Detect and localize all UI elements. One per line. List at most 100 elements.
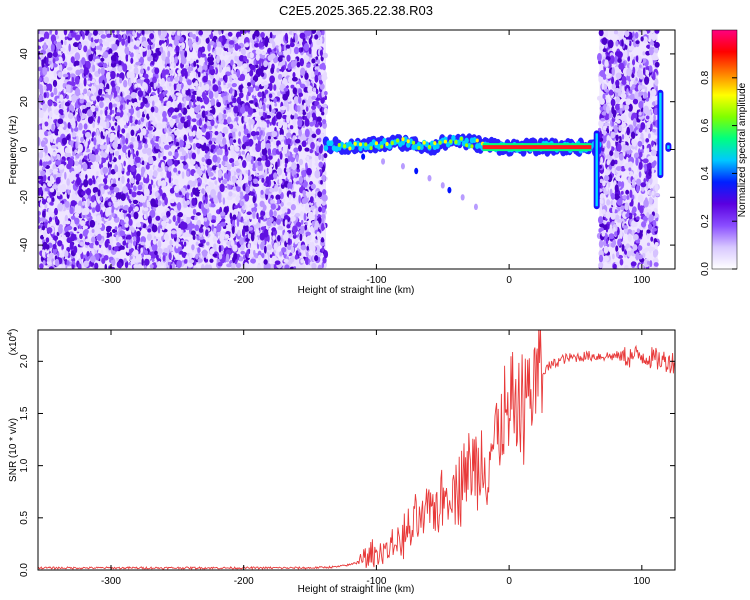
noise-speckle (179, 191, 182, 196)
noise-speckle (255, 222, 261, 229)
noise-speckle (91, 60, 94, 67)
noise-speckle (38, 66, 43, 72)
noise-speckle (130, 177, 135, 184)
noise-speckle (243, 55, 248, 62)
noise-speckle (308, 37, 312, 45)
noise-speckle (260, 130, 263, 136)
noise-speckle (260, 121, 267, 128)
noise-speckle (108, 201, 112, 207)
noise-speckle (51, 123, 55, 132)
noise-speckle (265, 159, 271, 168)
noise-speckle (278, 44, 282, 53)
noise-speckle (269, 37, 273, 44)
noise-speckle (235, 262, 242, 268)
noise-speckle (299, 233, 303, 242)
noise-speckle (204, 149, 208, 154)
noise-speckle (78, 108, 81, 114)
noise-speckle (181, 171, 185, 180)
noise-speckle (293, 147, 299, 153)
noise-speckle (133, 101, 139, 107)
noise-speckle (194, 106, 198, 112)
noise-speckle (70, 73, 76, 78)
noise-speckle (249, 69, 254, 77)
noise-speckle (324, 95, 327, 101)
noise-speckle (295, 163, 300, 170)
noise-speckle (133, 66, 139, 76)
noise-speckle (162, 255, 166, 262)
noise-speckle (210, 137, 217, 142)
noise-speckle (116, 30, 120, 36)
noise-speckle (201, 264, 205, 269)
noise-speckle (276, 199, 281, 205)
noise-speckle (315, 128, 321, 135)
noise-speckle (264, 38, 269, 48)
noise-speckle (92, 177, 96, 185)
noise-speckle (232, 256, 236, 264)
noise-speckle (115, 34, 119, 39)
noise-speckle (190, 191, 194, 198)
noise-speckle (89, 219, 96, 228)
noise-speckle (222, 137, 227, 146)
noise-speckle (235, 168, 241, 174)
noise-speckle (180, 56, 187, 65)
noise-speckle (143, 143, 149, 149)
noise-speckle (264, 168, 268, 176)
noise-speckle (64, 152, 70, 158)
noise-speckle (298, 252, 302, 256)
noise-speckle (88, 178, 93, 186)
noise-speckle (191, 118, 197, 123)
noise-speckle (133, 211, 139, 220)
noise-speckle (69, 50, 74, 55)
noise-speckle (217, 261, 223, 267)
noise-speckle (312, 244, 316, 253)
noise-speckle (111, 30, 115, 34)
noise-speckle (123, 33, 126, 39)
noise-speckle (132, 199, 139, 205)
noise-speckle (78, 94, 84, 100)
noise-speckle (43, 92, 47, 99)
noise-speckle (268, 82, 273, 92)
noise-speckle (43, 193, 47, 200)
noise-speckle (239, 106, 246, 114)
noise-speckle (48, 60, 52, 65)
noise-speckle (150, 106, 155, 113)
noise-speckle (200, 47, 205, 53)
noise-speckle (159, 40, 165, 44)
noise-speckle (221, 160, 226, 166)
noise-speckle (42, 161, 47, 168)
noise-speckle (321, 194, 328, 202)
noise-speckle (98, 30, 104, 35)
noise-speckle (79, 220, 86, 227)
noise-speckle (316, 116, 322, 123)
noise-speckle (113, 201, 119, 208)
noise-speckle (113, 245, 119, 252)
noise-speckle (238, 92, 244, 99)
noise-speckle (91, 228, 95, 233)
noise-speckle (114, 150, 120, 157)
noise-speckle (217, 132, 223, 141)
noise-speckle (96, 233, 102, 241)
noise-speckle (42, 210, 46, 219)
noise-speckle (219, 183, 225, 193)
noise-speckle (123, 79, 128, 88)
noise-speckle (90, 37, 94, 43)
noise-field (38, 30, 661, 269)
noise-speckle (51, 197, 55, 203)
noise-speckle (155, 215, 161, 221)
noise-speckle (77, 263, 82, 269)
noise-speckle (132, 249, 139, 257)
noise-speckle (61, 249, 65, 255)
noise-speckle (287, 237, 291, 246)
noise-speckle (175, 241, 179, 249)
noise-speckle (290, 37, 293, 45)
noise-speckle (144, 171, 148, 179)
noise-speckle (201, 202, 204, 212)
noise-speckle (114, 96, 120, 102)
noise-speckle (127, 178, 130, 184)
noise-speckle (43, 38, 49, 43)
noise-speckle (276, 234, 281, 242)
noise-speckle (186, 170, 190, 177)
noise-speckle (201, 188, 205, 195)
noise-speckle (127, 149, 131, 158)
noise-speckle (78, 43, 82, 50)
